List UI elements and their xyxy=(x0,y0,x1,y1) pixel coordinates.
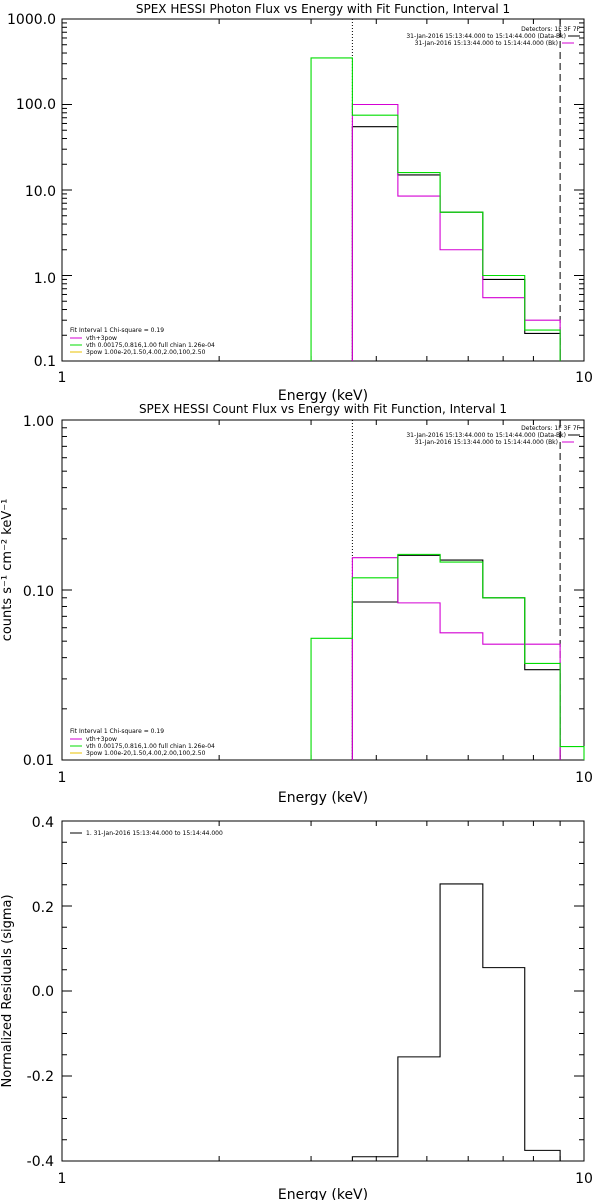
panel3-ytick-m04: -0.4 xyxy=(27,1154,54,1170)
panel3-xtick-1: 1 xyxy=(58,1171,67,1187)
panel2-frame xyxy=(61,419,585,761)
series-fit xyxy=(310,57,561,361)
panel-photon-flux: SPEX HESSI Photon Flux vs Energy with Fi… xyxy=(7,2,593,404)
panel2-xtick-10: 10 xyxy=(575,770,593,786)
panel1-ytick-1: 1.0 xyxy=(34,271,56,287)
panel1-frame xyxy=(61,18,585,362)
panel3-plot-area xyxy=(61,820,585,1162)
series-data-bk xyxy=(351,126,561,361)
series-bk xyxy=(351,103,561,361)
panel2-legend-tr-2: 31-Jan-2016 15:13:44.000 to 15:14:44.000… xyxy=(415,439,558,446)
panel3-ylabel: Normalized Residuals (sigma) xyxy=(0,894,15,1087)
panel-residuals: 0.4 0.2 0.0 -0.2 -0.4 Normalized Residua… xyxy=(0,815,593,1200)
panel1-ytick-01: 0.1 xyxy=(34,354,56,370)
panel1-legend-tr-0: Detectors: 1F 3F 7F xyxy=(521,26,580,33)
panel2-legend-bl-1: vth+3pow xyxy=(86,736,117,743)
panel1-legend-bl-1: vth+3pow xyxy=(86,335,117,342)
panel3-ytick-m02: -0.2 xyxy=(27,1069,54,1085)
panel1-title: SPEX HESSI Photon Flux vs Energy with Fi… xyxy=(136,2,510,16)
panel1-ytick-100: 100.0 xyxy=(16,97,56,113)
panel3-ytick-00: 0.0 xyxy=(32,984,54,1000)
panel1-legend-tr-1: 31-Jan-2016 15:13:44.000 to 15:14:44.000… xyxy=(406,33,566,40)
series-bk xyxy=(351,557,561,760)
panel1-legend-bl-3: 3pow 1.00e-20,1.50,4.00,2.00,100,2.50 xyxy=(86,349,206,356)
series-1-31-jan-2016-15-13-44-000-to-15-14-44-000 xyxy=(351,883,561,1161)
panel2-legend-tr-0: Detectors: 1F 3F 7F xyxy=(521,425,580,432)
panel1-xtick-10: 10 xyxy=(575,370,593,386)
panel2-ytick-001: 0.01 xyxy=(23,753,54,769)
panel1-xlabel: Energy (keV) xyxy=(278,388,368,404)
panel-count-flux: SPEX HESSI Count Flux vs Energy with Fit… xyxy=(0,402,593,806)
panel1-legend-bl-2: vth 0.00175,0.816,1.00 full chian 1.26e-… xyxy=(86,342,215,349)
panel1-ytick-1000: 1000.0 xyxy=(7,12,56,28)
panel1-legend-bl-0: Fit Interval 1 Chi-square = 0.19 xyxy=(70,327,164,334)
panel3-xlabel: Energy (keV) xyxy=(278,1187,368,1200)
panel1-legend-tr-2: 31-Jan-2016 15:13:44.000 to 15:14:44.000… xyxy=(415,40,558,47)
panel2-plot-area xyxy=(61,419,585,761)
panel2-ytick-100: 1.00 xyxy=(23,414,54,430)
panel2-title: SPEX HESSI Count Flux vs Energy with Fit… xyxy=(139,402,507,416)
panel2-legend-bl-3: 3pow 1.00e-20,1.50,4.00,2.00,100,2.50 xyxy=(86,750,206,757)
panel2-ytick-010: 0.10 xyxy=(23,584,54,600)
panel2-legend-bl-2: vth 0.00175,0.816,1.00 full chian 1.26e-… xyxy=(86,743,215,750)
series-fit xyxy=(310,553,585,760)
panel2-ylabel: counts s⁻¹ cm⁻² keV⁻¹ xyxy=(0,499,15,642)
panel3-legend-label: 1. 31-Jan-2016 15:13:44.000 to 15:14:44.… xyxy=(86,830,223,837)
panel3-ytick-04: 0.4 xyxy=(32,815,54,831)
panel1-ytick-10: 10.0 xyxy=(25,184,56,200)
panel2-xlabel: Energy (keV) xyxy=(278,790,368,806)
panel2-legend-tr-1: 31-Jan-2016 15:13:44.000 to 15:14:44.000… xyxy=(406,432,566,439)
panel1-plot-area xyxy=(61,18,585,362)
panel3-frame xyxy=(61,820,585,1162)
panel1-xtick-1: 1 xyxy=(58,370,67,386)
panel3-ytick-02: 0.2 xyxy=(32,900,54,916)
panel3-xtick-10: 10 xyxy=(575,1171,593,1187)
panel2-xtick-1: 1 xyxy=(58,770,67,786)
panel2-legend-bl-0: Fit Interval 1 Chi-square = 0.19 xyxy=(70,728,164,735)
series-data-bk xyxy=(351,554,561,760)
